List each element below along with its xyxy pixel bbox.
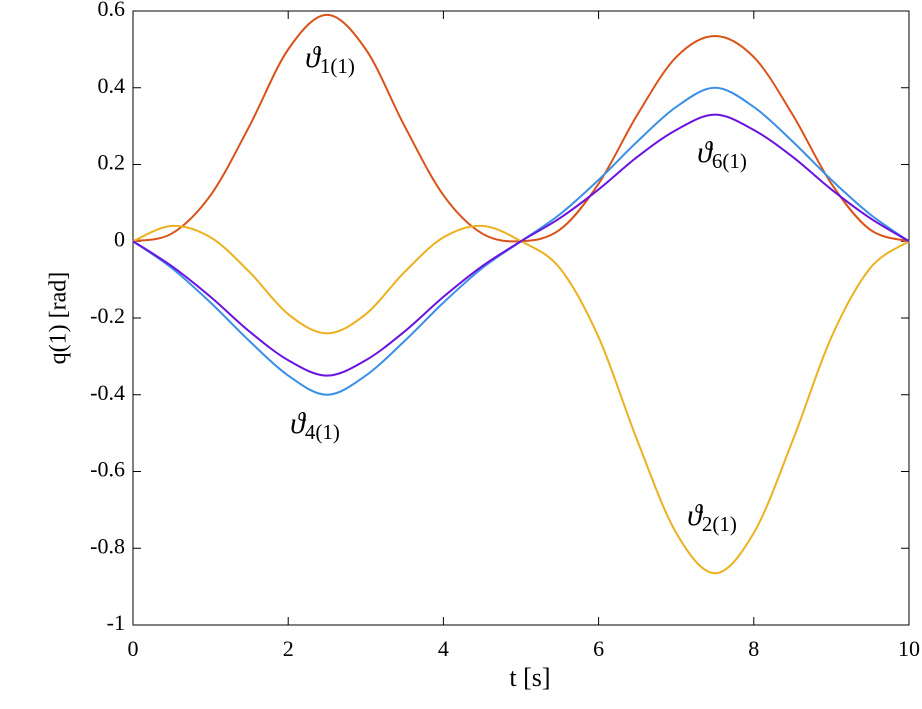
y-tick-label: 0 — [114, 226, 125, 251]
series-label: ϑ4(1) — [290, 407, 340, 444]
plot-area — [132, 10, 910, 626]
y-tick-label: 0.6 — [98, 0, 126, 21]
x-tick-label: 10 — [898, 636, 920, 661]
y-tick-label: -0.6 — [90, 457, 125, 482]
y-tick-label: -1 — [107, 610, 125, 635]
series-label: ϑ6(1) — [697, 136, 747, 173]
x-tick-label: 6 — [593, 636, 604, 661]
y-tick-label: -0.8 — [90, 533, 125, 558]
x-tick-label: 4 — [438, 636, 449, 661]
x-axis-label: t [s] — [509, 663, 550, 692]
y-tick-label: -0.2 — [90, 303, 125, 328]
y-axis-label: q(1) [rad] — [46, 272, 72, 365]
x-tick-label: 0 — [128, 636, 139, 661]
x-tick-label: 2 — [283, 636, 294, 661]
series-label: ϑ2(1) — [687, 499, 737, 536]
series-label: ϑ1(1) — [305, 41, 355, 78]
x-tick-label: 8 — [748, 636, 759, 661]
y-tick-label: 0.2 — [98, 150, 126, 175]
y-tick-label: -0.4 — [90, 380, 125, 405]
series-line — [132, 224, 910, 575]
series-line — [132, 113, 910, 377]
y-tick-label: 0.4 — [98, 73, 126, 98]
